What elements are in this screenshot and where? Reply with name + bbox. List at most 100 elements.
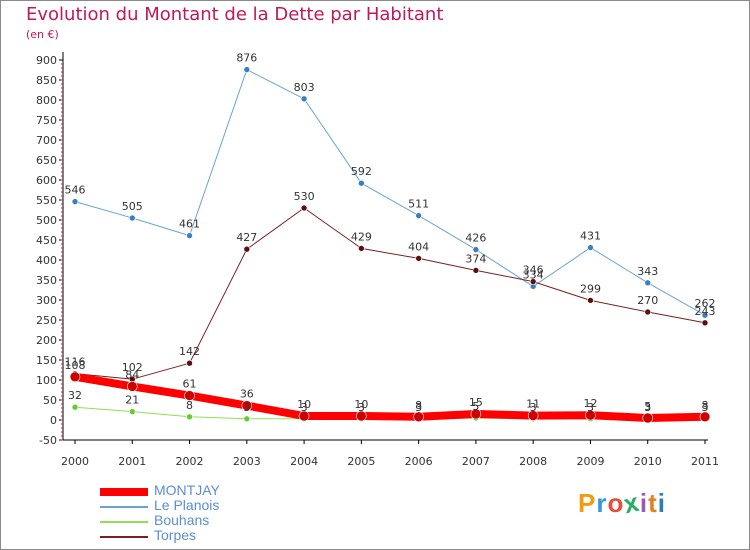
data-point <box>186 413 193 421</box>
data-point <box>184 390 195 401</box>
data-label: 3 <box>415 401 422 414</box>
data-point <box>472 267 480 274</box>
data-label: 12 <box>583 397 597 410</box>
y-tick-label: 300 <box>36 294 57 307</box>
data-point <box>585 409 596 421</box>
y-tick-label: 250 <box>36 314 57 327</box>
data-label: 876 <box>236 52 257 65</box>
data-point <box>186 359 193 367</box>
data-label: 21 <box>125 394 139 407</box>
data-label: 61 <box>183 378 197 391</box>
data-label: 3 <box>243 401 250 414</box>
data-label: 102 <box>122 361 143 374</box>
data-point <box>699 411 711 423</box>
data-point <box>472 246 480 253</box>
data-label: 36 <box>240 388 254 401</box>
y-tick-label: 150 <box>36 354 57 367</box>
data-label: 803 <box>294 81 315 94</box>
data-label: 15 <box>469 396 483 409</box>
data-label: 10 <box>297 398 311 411</box>
y-tick-label: 650 <box>36 154 57 167</box>
data-label: 11 <box>526 398 540 411</box>
data-label: 404 <box>408 240 429 253</box>
legend-label: Bouhans <box>154 512 210 528</box>
data-point <box>186 232 193 239</box>
legend-swatch <box>100 488 148 496</box>
x-tick-label: 2001 <box>118 455 146 468</box>
x-tick-label: 2008 <box>519 455 547 468</box>
data-label: 505 <box>122 200 143 213</box>
data-point <box>642 412 654 424</box>
data-point <box>527 410 539 421</box>
data-point <box>300 204 308 212</box>
data-point <box>701 319 709 327</box>
data-label: 8 <box>186 399 193 412</box>
data-point <box>128 214 136 222</box>
data-label: 546 <box>65 184 86 197</box>
data-label: 461 <box>179 218 200 231</box>
data-point <box>415 212 422 219</box>
y-tick-label: 550 <box>36 194 57 207</box>
y-tick-label: 350 <box>36 274 57 287</box>
x-tick-label: 2011 <box>691 455 719 468</box>
data-point <box>413 411 424 423</box>
y-tick-label: 900 <box>36 54 57 67</box>
series-line-le-planois <box>74 69 706 316</box>
chart-title: Evolution du Montant de la Dette par Hab… <box>26 4 444 25</box>
legend-label: MONTJAY <box>154 482 220 498</box>
data-point <box>644 279 652 287</box>
data-label: 429 <box>351 230 372 243</box>
data-label: 8 <box>415 399 422 412</box>
chart-unit-label: (en €) <box>26 28 59 41</box>
y-tick-label: 200 <box>36 334 57 347</box>
data-label: 5 <box>472 400 479 413</box>
proxiti-logo: Proxiti <box>578 486 666 520</box>
data-label: 334 <box>523 268 544 281</box>
data-point <box>243 66 251 73</box>
y-tick-label: 850 <box>36 74 57 87</box>
data-label: 431 <box>580 230 601 243</box>
x-tick-label: 2003 <box>233 455 261 468</box>
y-tick-label: 800 <box>36 94 57 107</box>
x-tick-label: 2006 <box>405 455 433 468</box>
data-label: 530 <box>294 190 315 203</box>
data-label: 511 <box>408 198 429 211</box>
data-label: 84 <box>125 368 139 381</box>
y-tick-label: -50 <box>39 434 57 447</box>
data-point <box>298 410 310 422</box>
data-point <box>71 198 79 205</box>
data-label: 346 <box>523 264 544 277</box>
y-tick-label: 0 <box>50 414 57 427</box>
y-tick-label: 600 <box>36 174 57 187</box>
y-tick-label: 750 <box>36 114 57 127</box>
data-point <box>126 381 138 392</box>
data-point <box>128 408 136 415</box>
data-point <box>701 311 709 319</box>
legend-label: Le Planois <box>154 497 220 513</box>
y-tick-label: 700 <box>36 134 57 147</box>
y-tick-label: 50 <box>43 394 57 407</box>
x-tick-label: 2005 <box>347 455 375 468</box>
data-point <box>241 400 253 411</box>
data-label: 32 <box>68 389 82 402</box>
x-tick-label: 2010 <box>634 455 662 468</box>
data-point <box>69 371 81 383</box>
legend-label: Torpes <box>154 527 197 543</box>
data-label: 8 <box>702 399 709 412</box>
y-tick-label: 400 <box>36 254 57 267</box>
data-label: 3 <box>358 401 365 414</box>
data-label: 299 <box>580 282 601 295</box>
legend-swatch <box>100 536 148 538</box>
data-label: 343 <box>637 265 658 278</box>
data-label: 427 <box>236 231 257 244</box>
data-label: 3 <box>587 401 594 414</box>
data-label: 592 <box>351 165 372 178</box>
series-line-torpes <box>74 207 706 380</box>
data-point <box>470 408 482 420</box>
data-label: 262 <box>695 297 716 310</box>
data-point <box>529 278 537 285</box>
y-tick-label: 500 <box>36 214 57 227</box>
data-label: 116 <box>65 356 86 369</box>
